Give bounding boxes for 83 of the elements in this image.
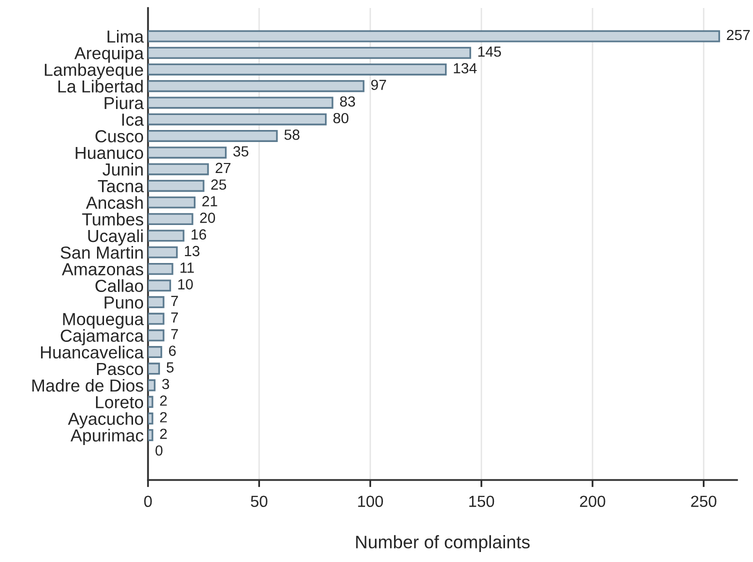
bar — [148, 379, 156, 392]
data-label: 25 — [211, 179, 226, 190]
bar — [148, 30, 720, 42]
y-tick-label: Tacna — [98, 180, 144, 192]
x-tick-label: 150 — [469, 496, 494, 508]
bar — [148, 46, 472, 59]
y-tick-label: Huancavelica — [41, 346, 144, 358]
data-label: 134 — [454, 63, 477, 74]
data-label: 20 — [200, 212, 216, 223]
bar — [148, 362, 160, 375]
bar — [148, 262, 174, 275]
bar — [148, 329, 164, 342]
bar — [148, 280, 172, 292]
bar — [148, 64, 447, 76]
bar — [148, 130, 278, 142]
data-label: 5 — [166, 362, 174, 373]
data-label: 97 — [371, 80, 386, 90]
data-label: 58 — [284, 130, 300, 140]
y-tick-label: Ica — [122, 114, 144, 126]
bar — [148, 146, 227, 159]
x-tick-label: 0 — [144, 496, 152, 508]
y-tick-label: Ancash — [86, 196, 143, 209]
bar — [148, 180, 204, 192]
y-tick-label: La Libertad — [58, 80, 143, 93]
data-label: 7 — [171, 312, 178, 323]
y-tick-label: Moquegua — [63, 313, 144, 329]
data-label: 27 — [216, 162, 230, 173]
y-tick-label: Arequipa — [74, 46, 144, 63]
y-tick-label: Huanuco — [76, 146, 144, 160]
bar — [148, 412, 154, 424]
y-tick-label: Ucayali — [88, 229, 143, 246]
y-tick-label: Piura — [104, 96, 144, 110]
bar — [148, 312, 164, 325]
y-tick-label: Madre de Dios — [32, 378, 144, 392]
y-tick-label: Puno — [104, 296, 144, 309]
bar — [148, 196, 196, 208]
bar — [148, 429, 154, 442]
y-tick-label: Lima — [108, 30, 144, 43]
bar — [148, 213, 194, 226]
data-label: 21 — [202, 196, 218, 206]
bar — [148, 396, 154, 408]
y-tick-label: Tumbes — [82, 212, 144, 226]
y-tick-label: Amazonas — [62, 263, 144, 276]
data-label: 0 — [156, 445, 162, 456]
data-label: 35 — [233, 146, 248, 157]
data-label: 6 — [169, 346, 176, 356]
x-axis-title: Number of complaints — [356, 535, 530, 552]
data-label: 3 — [162, 378, 170, 390]
data-label: 13 — [184, 246, 200, 256]
y-tick-label: Pasco — [97, 362, 144, 376]
y-tick-label: Callao — [96, 279, 144, 292]
data-label: 10 — [178, 279, 193, 290]
y-tick-label: San Martin — [60, 246, 143, 259]
bar — [148, 346, 162, 358]
data-label: 83 — [340, 96, 356, 107]
y-tick-label: Cajamarca — [60, 329, 144, 346]
y-tick-label: Junin — [102, 162, 143, 176]
bar — [148, 113, 327, 126]
x-tick-label: 250 — [691, 496, 716, 508]
y-tick-label: Loreto — [96, 396, 144, 408]
data-label: 16 — [192, 229, 206, 240]
x-tick-label: 200 — [580, 496, 606, 508]
bar — [148, 230, 184, 242]
y-tick-label: Cusco — [96, 130, 144, 142]
x-tick-label: 50 — [250, 496, 268, 508]
bar — [148, 80, 364, 92]
data-label: 80 — [333, 112, 348, 124]
data-label: 257 — [726, 30, 750, 40]
data-label: 7 — [171, 329, 178, 340]
data-label: 7 — [171, 296, 178, 306]
y-tick-label: Ayacucho — [68, 412, 144, 428]
bar — [148, 96, 334, 109]
x-tick-label: 100 — [358, 496, 383, 508]
bar — [148, 296, 164, 308]
data-label: 2 — [160, 395, 167, 406]
bar — [148, 246, 178, 258]
data-label: 2 — [160, 412, 167, 422]
data-label: 2 — [160, 428, 167, 439]
data-label: 145 — [478, 46, 501, 57]
bar — [148, 163, 209, 176]
data-label: 11 — [180, 262, 194, 273]
y-tick-label: Apurimac — [70, 428, 144, 446]
y-tick-label: Lambayeque — [44, 63, 144, 80]
